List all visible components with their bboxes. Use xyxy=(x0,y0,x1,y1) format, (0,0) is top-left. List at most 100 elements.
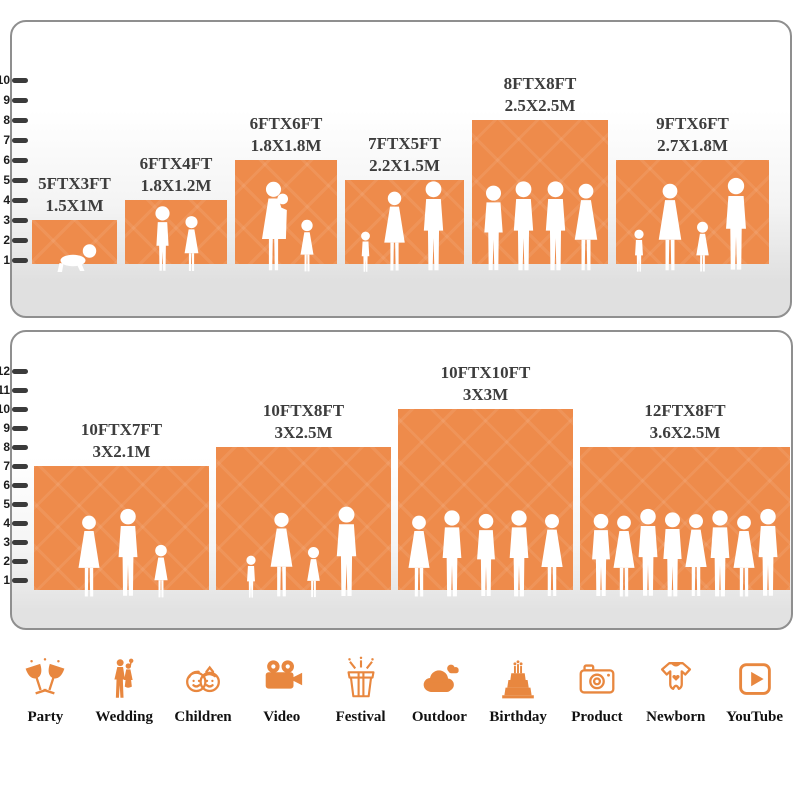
axis-tick-label: 7 xyxy=(3,459,10,473)
party-icon xyxy=(25,658,65,695)
bar-size-m: 3X2.1M xyxy=(92,441,151,461)
category-item-children: Children xyxy=(165,656,241,726)
bar-size-label: 9FTX6FT 2.7X1.8M xyxy=(593,113,793,157)
person-silhouette-woman xyxy=(535,513,569,599)
axis-tick-label: 5 xyxy=(3,497,10,511)
bar-size-m: 3.6X2.5M xyxy=(649,422,721,442)
category-label: Party xyxy=(27,709,64,725)
bar-size-m: 2.7X1.8M xyxy=(657,135,728,155)
axis-tick-label: 1 xyxy=(3,573,10,587)
axis-tick xyxy=(12,138,28,143)
axis-tick xyxy=(12,559,28,564)
axis-tick-label: 8 xyxy=(3,440,10,454)
person-silhouette-woman-baby xyxy=(255,181,292,273)
person-silhouette-woman xyxy=(378,191,411,273)
axis-tick xyxy=(12,464,28,469)
category-label: YouTube xyxy=(726,709,784,725)
bar-size-ft: 10FTX8FT xyxy=(262,401,345,420)
product-icon xyxy=(579,664,615,694)
bar-size-ft: 10FTX7FT xyxy=(80,420,163,439)
axis-tick xyxy=(12,483,28,488)
axis-tick xyxy=(12,388,28,393)
person-silhouette-girl xyxy=(692,221,713,273)
person-silhouette-girl xyxy=(296,219,318,273)
category-item-birthday: Birthday xyxy=(480,656,556,726)
bar-size-ft: 12FTX8FT xyxy=(644,401,726,420)
bar-size-m: 1.8X1.8M xyxy=(250,135,322,155)
bar-size-ft: 9FTX6FT xyxy=(656,114,729,133)
person-silhouette-woman xyxy=(264,512,299,599)
outdoor-icon xyxy=(424,664,460,692)
category-label: Wedding xyxy=(95,709,153,725)
axis-tick xyxy=(12,426,28,431)
axis-tick xyxy=(12,540,28,545)
bar-size-label: 6FTX6FT 1.8X1.8M xyxy=(186,113,386,157)
bar-size-m: 3X2.5M xyxy=(274,422,333,442)
category-item-youtube: YouTube xyxy=(717,656,793,726)
axis-tick xyxy=(12,407,28,412)
backdrop-bar xyxy=(125,200,227,264)
axis-tick-label: 11 xyxy=(0,383,10,397)
bar-size-m: 1.8X1.2M xyxy=(140,175,212,195)
bar-size-m: 2.5X2.5M xyxy=(504,95,576,115)
person-silhouette-man xyxy=(469,513,503,599)
axis-tick-label: 10 xyxy=(0,73,10,87)
axis-tick-label: 9 xyxy=(3,93,10,107)
person-silhouette-toddler xyxy=(630,229,648,273)
person-silhouette-toddler xyxy=(242,555,260,599)
bar-size-label: 6FTX4FT 1.8X1.2M xyxy=(76,153,276,197)
axis-tick xyxy=(12,369,28,374)
bar-size-label: 10FTX8FT 3X2.5M xyxy=(204,400,404,444)
axis-tick xyxy=(12,198,28,203)
bar-size-m: 1.5X1M xyxy=(45,195,104,215)
category-label: Birthday xyxy=(489,709,547,725)
birthday-icon xyxy=(502,660,534,699)
wedding-icon xyxy=(114,658,134,698)
person-silhouette-girl xyxy=(150,544,172,599)
bar-size-label: 7FTX5FT 2.2X1.5M xyxy=(305,133,505,177)
person-silhouette-man xyxy=(415,181,452,273)
person-silhouette-man xyxy=(750,508,786,599)
bar-size-ft: 5FTX3FT xyxy=(38,174,111,193)
axis-tick-label: 6 xyxy=(3,153,10,167)
axis-tick xyxy=(12,578,28,583)
person-silhouette-man xyxy=(110,508,146,599)
category-item-party: Party xyxy=(7,656,83,726)
person-silhouette-girl xyxy=(303,546,324,599)
person-silhouette-woman xyxy=(72,515,106,599)
person-silhouette-man xyxy=(434,510,470,599)
axis-tick-label: 5 xyxy=(3,173,10,187)
axis-tick xyxy=(12,118,28,123)
axis-tick xyxy=(12,178,28,183)
bar-size-label: 8FTX8FT 2.5X2.5M xyxy=(440,73,640,117)
category-bar: Party Wedding Children Video Festival Outdoor… xyxy=(0,656,800,726)
axis-tick-label: 4 xyxy=(3,516,10,530)
axis-tick xyxy=(12,521,28,526)
axis-tick xyxy=(12,98,28,103)
bar-size-m: 3X3M xyxy=(462,384,509,404)
category-label: Video xyxy=(263,709,301,725)
bar-size-ft: 6FTX6FT xyxy=(249,114,323,133)
axis-tick xyxy=(12,218,28,223)
bar-size-ft: 7FTX5FT xyxy=(368,134,441,153)
axis-tick-label: 12 xyxy=(0,364,10,378)
category-item-wedding: Wedding xyxy=(86,656,162,726)
axis-tick-label: 2 xyxy=(3,554,10,568)
person-silhouette-woman xyxy=(568,183,604,273)
axis-tick-label: 4 xyxy=(3,193,10,207)
axis-tick xyxy=(12,445,28,450)
bar-size-label: 10FTX7FT 3X2.1M xyxy=(22,419,222,463)
bar-size-ft: 8FTX8FT xyxy=(503,74,577,93)
axis-tick-label: 2 xyxy=(3,233,10,247)
axis-tick xyxy=(12,158,28,163)
video-icon xyxy=(265,660,302,689)
newborn-icon xyxy=(660,662,691,691)
person-silhouette-man xyxy=(328,506,365,599)
large-backdrops-panel: 12345678910111210FTX7FT3X2.1M10FTX8FT3X2… xyxy=(0,330,793,630)
category-item-outdoor: Outdoor xyxy=(401,656,477,726)
person-silhouette-man xyxy=(501,510,537,599)
axis-tick-label: 10 xyxy=(0,402,10,416)
bar-size-label: 12FTX8FT 3.6X2.5M xyxy=(585,400,785,444)
youtube-icon xyxy=(738,663,771,695)
person-silhouette-girl xyxy=(180,215,203,273)
